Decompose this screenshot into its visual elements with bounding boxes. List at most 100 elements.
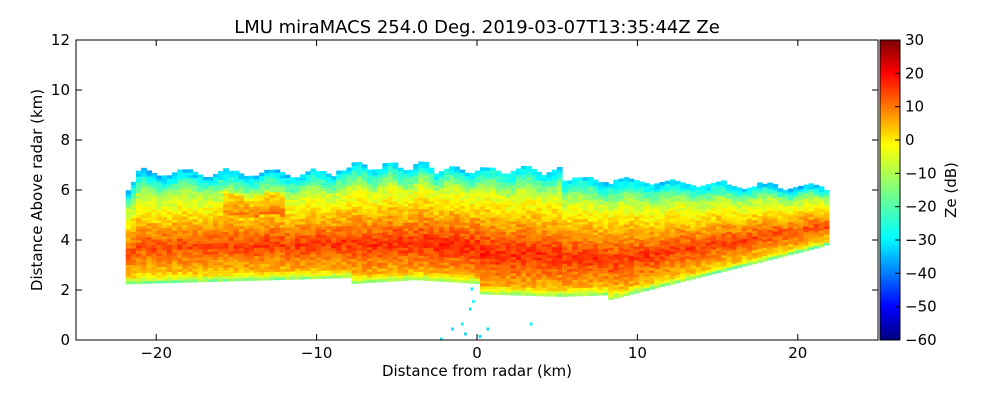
reflectivity-cell [161, 189, 168, 193]
reflectivity-cell [736, 220, 743, 224]
reflectivity-cell [510, 286, 517, 290]
reflectivity-cell [741, 213, 748, 218]
reflectivity-cell [644, 191, 650, 195]
reflectivity-cell [402, 238, 409, 243]
reflectivity-cell [695, 186, 702, 191]
reflectivity-cell [433, 247, 440, 252]
reflectivity-cell [546, 205, 553, 209]
reflectivity-cell [130, 267, 137, 271]
reflectivity-cell [633, 265, 640, 269]
reflectivity-cell [633, 254, 640, 258]
reflectivity-cell [731, 213, 738, 217]
reflectivity-cell [444, 220, 450, 225]
reflectivity-cell [490, 208, 496, 213]
reflectivity-cell [464, 181, 471, 185]
reflectivity-cell [623, 199, 630, 203]
reflectivity-cell [551, 194, 558, 198]
reflectivity-cell [243, 219, 250, 224]
reflectivity-cell [490, 189, 496, 194]
reflectivity-cell [428, 195, 435, 199]
reflectivity-cell [213, 176, 219, 181]
reflectivity-cell [402, 241, 409, 245]
reflectivity-cell [572, 213, 578, 217]
reflectivity-cell [320, 195, 327, 199]
reflectivity-cell [187, 271, 193, 275]
reflectivity-cell [520, 281, 527, 285]
reflectivity-cell [510, 248, 517, 252]
reflectivity-cell [449, 174, 455, 178]
reflectivity-cell [485, 197, 491, 202]
reflectivity-cell [264, 197, 270, 201]
reflectivity-cell [495, 261, 501, 265]
reflectivity-cell [382, 242, 389, 247]
reflectivity-cell [623, 215, 630, 220]
reflectivity-cell [710, 237, 717, 242]
reflectivity-cell [397, 258, 404, 262]
reflectivity-cell [623, 237, 630, 242]
reflectivity-cell [541, 213, 548, 217]
reflectivity-cell [315, 231, 322, 235]
reflectivity-cell [284, 260, 291, 264]
reflectivity-cell [700, 202, 707, 206]
reflectivity-cell [433, 201, 440, 205]
reflectivity-cell [556, 167, 563, 171]
reflectivity-cell [130, 214, 137, 219]
reflectivity-cell [269, 180, 276, 185]
reflectivity-cell [331, 264, 337, 268]
reflectivity-cell [136, 176, 142, 180]
reflectivity-cell [136, 225, 142, 230]
reflectivity-cell [397, 184, 404, 188]
reflectivity-cell [608, 214, 614, 218]
reflectivity-cell [536, 279, 542, 283]
reflectivity-cell [310, 185, 317, 189]
reflectivity-cell [597, 201, 604, 205]
reflectivity-cell [454, 221, 460, 225]
reflectivity-cell [197, 199, 204, 203]
reflectivity-cell [474, 261, 481, 265]
reflectivity-cell [500, 247, 507, 252]
reflectivity-cell [495, 214, 501, 218]
reflectivity-cell [146, 261, 152, 265]
reflectivity-cell [182, 276, 188, 280]
reflectivity-cell [505, 223, 512, 227]
reflectivity-cell [654, 238, 661, 242]
reflectivity-cell [213, 182, 219, 186]
reflectivity-cell [259, 249, 265, 254]
reflectivity-cell [438, 182, 445, 186]
reflectivity-cell [680, 220, 686, 225]
reflectivity-cell [592, 242, 599, 247]
reflectivity-cell [207, 190, 214, 195]
reflectivity-cell [392, 264, 399, 268]
reflectivity-cell [295, 193, 301, 198]
reflectivity-cell [546, 268, 553, 272]
reflectivity-cell [546, 293, 553, 297]
reflectivity-cell [546, 273, 553, 278]
reflectivity-cell [243, 217, 250, 221]
reflectivity-cell [608, 225, 614, 229]
reflectivity-cell [361, 263, 368, 267]
reflectivity-cell [664, 186, 671, 190]
reflectivity-cell [721, 249, 727, 253]
reflectivity-cell [377, 276, 383, 280]
reflectivity-cell [757, 212, 763, 217]
reflectivity-cell [392, 253, 399, 257]
reflectivity-cell [387, 176, 394, 180]
reflectivity-cell [171, 252, 178, 256]
reflectivity-cell [639, 244, 645, 249]
reflectivity-cell [433, 275, 440, 279]
reflectivity-cell [228, 187, 235, 191]
reflectivity-cell [192, 259, 199, 264]
reflectivity-cell [331, 244, 337, 249]
reflectivity-cell [716, 250, 722, 254]
reflectivity-cell [479, 225, 486, 229]
reflectivity-cell [161, 246, 168, 251]
reflectivity-cell [726, 264, 732, 268]
reflectivity-cell [192, 199, 199, 203]
reflectivity-cell [351, 173, 358, 177]
reflectivity-cell [633, 248, 640, 253]
reflectivity-cell [223, 270, 229, 274]
reflectivity-cell [305, 253, 312, 258]
reflectivity-cell [500, 245, 507, 249]
reflectivity-cell [562, 219, 568, 223]
reflectivity-cell [685, 241, 691, 245]
